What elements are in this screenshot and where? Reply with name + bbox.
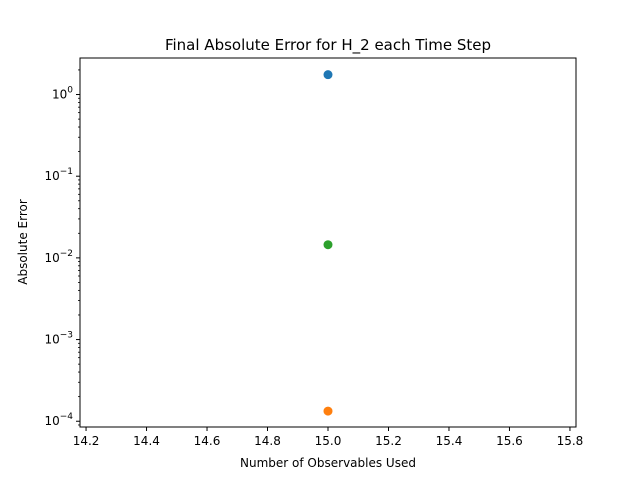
y-tick-label: 100: [52, 86, 73, 102]
x-tick-label: 15.2: [375, 434, 402, 448]
x-tick-label: 14.8: [254, 434, 281, 448]
x-tick-label: 15.6: [496, 434, 523, 448]
data-points: [323, 70, 333, 416]
x-tick-label: 14.2: [73, 434, 100, 448]
x-axis-title: Number of Observables Used: [240, 456, 416, 470]
y-tick-label: 10−4: [44, 412, 73, 428]
data-point-series-1: [323, 70, 333, 80]
x-tick-label: 15.4: [436, 434, 463, 448]
y-tick-label: 10−3: [44, 331, 73, 347]
x-tick-label: 15.8: [557, 434, 584, 448]
x-tick-label: 14.6: [194, 434, 221, 448]
x-axis: 14.2 14.4 14.6 14.8 15.0 15.2 15.4 15.6 15.8: [73, 427, 584, 448]
x-tick-label: 15.0: [315, 434, 342, 448]
data-point-series-2: [323, 406, 333, 416]
y-tick-label: 10−1: [44, 167, 73, 183]
data-point-series-3: [323, 240, 333, 250]
chart-title: Final Absolute Error for H_2 each Time S…: [165, 36, 491, 55]
y-tick-label: 10−2: [44, 249, 73, 265]
x-tick-label: 14.4: [133, 434, 160, 448]
y-axis: 100 10−1 10−2 10−3 10−4: [44, 69, 80, 428]
y-axis-title: Absolute Error: [16, 199, 30, 285]
